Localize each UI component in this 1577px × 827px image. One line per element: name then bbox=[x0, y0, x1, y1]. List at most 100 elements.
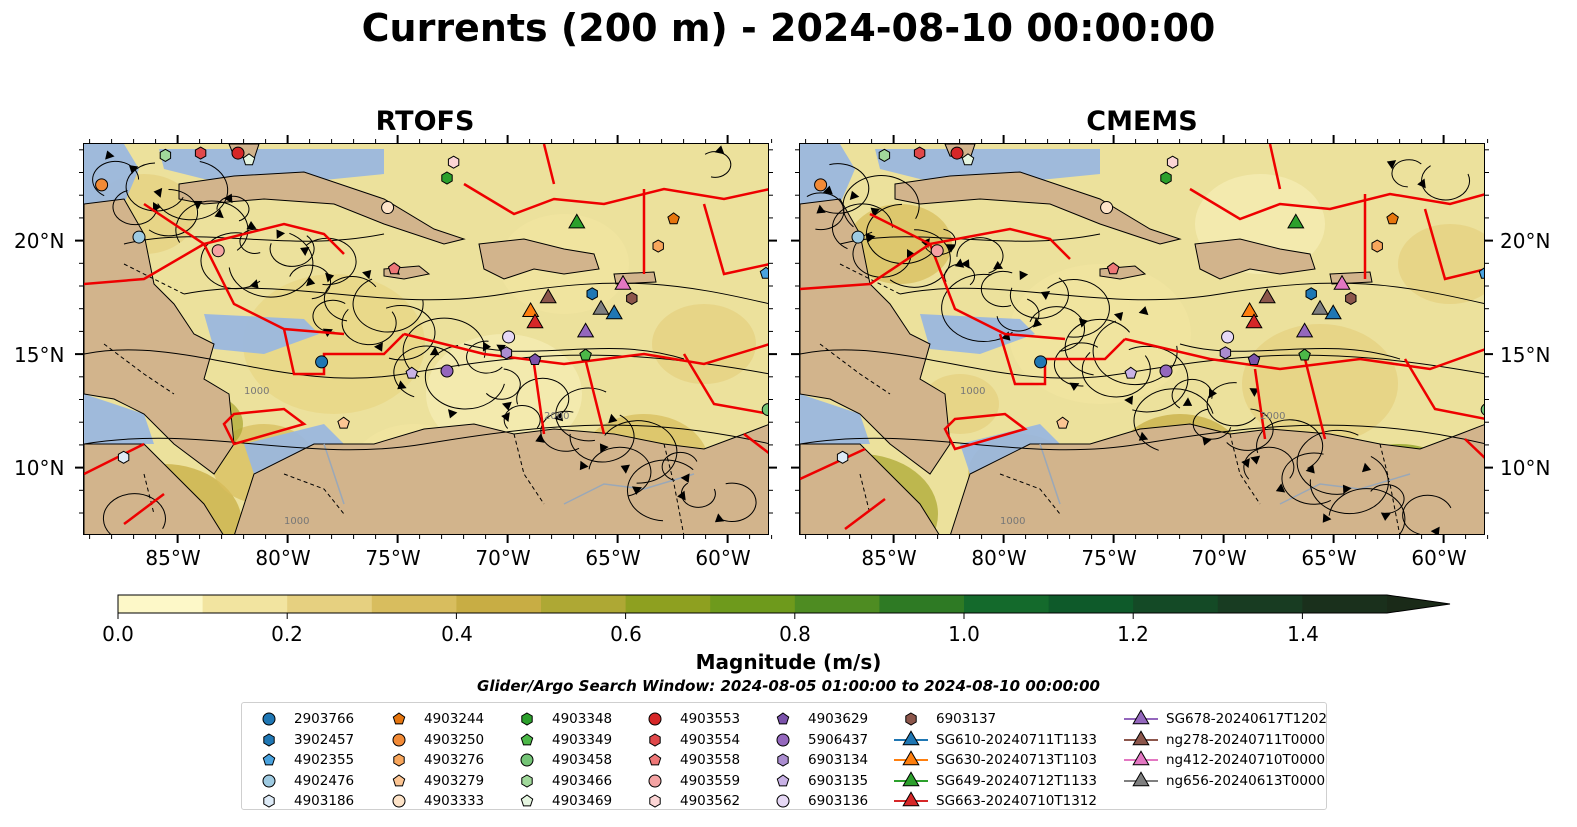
legend-marker-hexagon-icon bbox=[777, 753, 789, 767]
lon-label-85-cmems: 85°W bbox=[861, 546, 917, 570]
float-marker-6903135 bbox=[1124, 366, 1138, 379]
eez-boundary bbox=[532, 363, 546, 435]
float-marker-4902355 bbox=[1478, 267, 1484, 279]
colorbar-segment bbox=[710, 595, 796, 613]
streamline bbox=[1309, 455, 1389, 515]
float-marker-ng278-20240711T0000 bbox=[1258, 288, 1276, 304]
legend-marker-hexagon-icon bbox=[521, 773, 533, 788]
streamline bbox=[865, 203, 938, 265]
legend-float-icon bbox=[521, 712, 533, 726]
colorbar-segment bbox=[371, 595, 457, 613]
colorbar-segment bbox=[879, 595, 965, 613]
legend-label: ng656-20240613T0000 bbox=[1166, 772, 1326, 789]
float-marker-2903766 bbox=[315, 355, 329, 369]
float-marker-4903244 bbox=[667, 212, 680, 225]
streamline bbox=[704, 151, 732, 178]
streamline-arrow bbox=[1208, 388, 1217, 399]
float-marker-4903629 bbox=[528, 353, 542, 365]
lon-label-80-rtofs: 80°W bbox=[255, 546, 311, 570]
shelf-area bbox=[875, 149, 1100, 184]
country-border bbox=[103, 343, 175, 395]
colorbar-segment bbox=[1048, 595, 1134, 613]
eez-boundary bbox=[143, 202, 345, 255]
float-marker-SG663-20240710T1312 bbox=[526, 313, 544, 329]
float-marker-4903349 bbox=[579, 348, 592, 361]
float-marker-4903348 bbox=[441, 171, 453, 185]
legend-label: 4903279 bbox=[424, 772, 485, 789]
lon-label-85-rtofs: 85°W bbox=[145, 546, 201, 570]
legend-marker-triangle-icon bbox=[1124, 770, 1158, 786]
float-marker-4903559 bbox=[930, 244, 944, 258]
streamline bbox=[1370, 484, 1405, 514]
eez-boundary bbox=[869, 212, 1071, 260]
streamline-arrow bbox=[866, 232, 876, 243]
colorbar-segment bbox=[287, 595, 373, 613]
legend-float-icon bbox=[648, 774, 662, 787]
river bbox=[1039, 443, 1061, 505]
streamline bbox=[569, 414, 635, 463]
legend-float-icon bbox=[392, 712, 406, 725]
streamline-arrow bbox=[579, 460, 589, 471]
streamline-arrow bbox=[1322, 513, 1332, 523]
streamline-arrow bbox=[373, 342, 383, 352]
lat-label-20-left: 20°N bbox=[14, 229, 65, 253]
streamline bbox=[555, 387, 607, 442]
map-panel-rtofs[interactable]: 1000 2000 1000 bbox=[83, 143, 769, 535]
float-marker-4903279 bbox=[337, 416, 350, 429]
map-panel-cmems[interactable]: 1000 2000 1000 bbox=[799, 143, 1485, 535]
colorbar-segment bbox=[794, 595, 880, 613]
colorbar-label: Magnitude (m/s) bbox=[695, 650, 882, 674]
float-marker-4903276 bbox=[1371, 239, 1383, 253]
lat-label-10-left: 10°N bbox=[14, 456, 65, 480]
legend-label: SG630-20240713T1103 bbox=[936, 752, 1097, 768]
streamline bbox=[123, 233, 385, 245]
legend-label: 4903562 bbox=[680, 793, 741, 809]
streamline-arrow bbox=[1430, 526, 1440, 534]
river bbox=[1279, 473, 1411, 505]
legend-label: 3902457 bbox=[294, 731, 355, 748]
eez-boundary bbox=[800, 447, 866, 481]
float-marker-SG678-20240617T1202 bbox=[1295, 322, 1314, 338]
float-marker-4903186 bbox=[836, 450, 849, 464]
float-marker-4903554 bbox=[913, 146, 926, 160]
legend-label: 4903466 bbox=[552, 772, 613, 789]
streamline bbox=[1179, 343, 1401, 360]
speed-patch bbox=[243, 274, 425, 414]
legend-label: 4903554 bbox=[680, 731, 741, 748]
shelf-area bbox=[204, 314, 319, 354]
legend-marker-circle-icon bbox=[262, 774, 276, 787]
streamline bbox=[720, 482, 757, 523]
streamline-arrow bbox=[397, 380, 407, 390]
streamline-arrow bbox=[362, 269, 372, 280]
streamline bbox=[485, 368, 521, 400]
float-marker-5906437 bbox=[440, 364, 454, 378]
streamline-arrow bbox=[823, 185, 833, 195]
streamline bbox=[831, 203, 893, 250]
float-marker-4902476 bbox=[851, 230, 865, 244]
legend-label: 4903250 bbox=[424, 731, 485, 748]
float-marker-SG630-20240713T1103 bbox=[521, 302, 540, 317]
legend-label: 5906437 bbox=[808, 731, 869, 748]
legend-float-icon bbox=[520, 732, 534, 745]
country-border bbox=[999, 473, 1061, 515]
streamline bbox=[680, 482, 716, 508]
float-marker-ng412-20240710T0000 bbox=[614, 274, 632, 290]
cbar-tick-5: 1.0 bbox=[948, 622, 980, 646]
speed-patch bbox=[848, 204, 952, 284]
legend-glider-icon bbox=[902, 729, 920, 745]
float-marker-4903558 bbox=[1106, 262, 1120, 275]
streamline-arrow bbox=[482, 341, 491, 352]
colorbar-segment bbox=[1217, 595, 1303, 613]
legend-marker-hexagon-icon bbox=[521, 712, 533, 726]
lon-label-75-cmems: 75°W bbox=[1081, 546, 1137, 570]
float-marker-6903136 bbox=[1221, 330, 1235, 344]
streamline-arrow bbox=[1182, 397, 1193, 406]
cbar-tick-2: 0.4 bbox=[441, 622, 473, 646]
colorbar-segment bbox=[1302, 595, 1388, 613]
streamline-arrow bbox=[1417, 178, 1426, 189]
legend-label: 6903136 bbox=[808, 793, 869, 809]
country-border bbox=[1229, 433, 1261, 505]
float-marker-4903562 bbox=[447, 155, 460, 169]
streamline bbox=[323, 276, 377, 322]
streamline bbox=[516, 377, 570, 418]
